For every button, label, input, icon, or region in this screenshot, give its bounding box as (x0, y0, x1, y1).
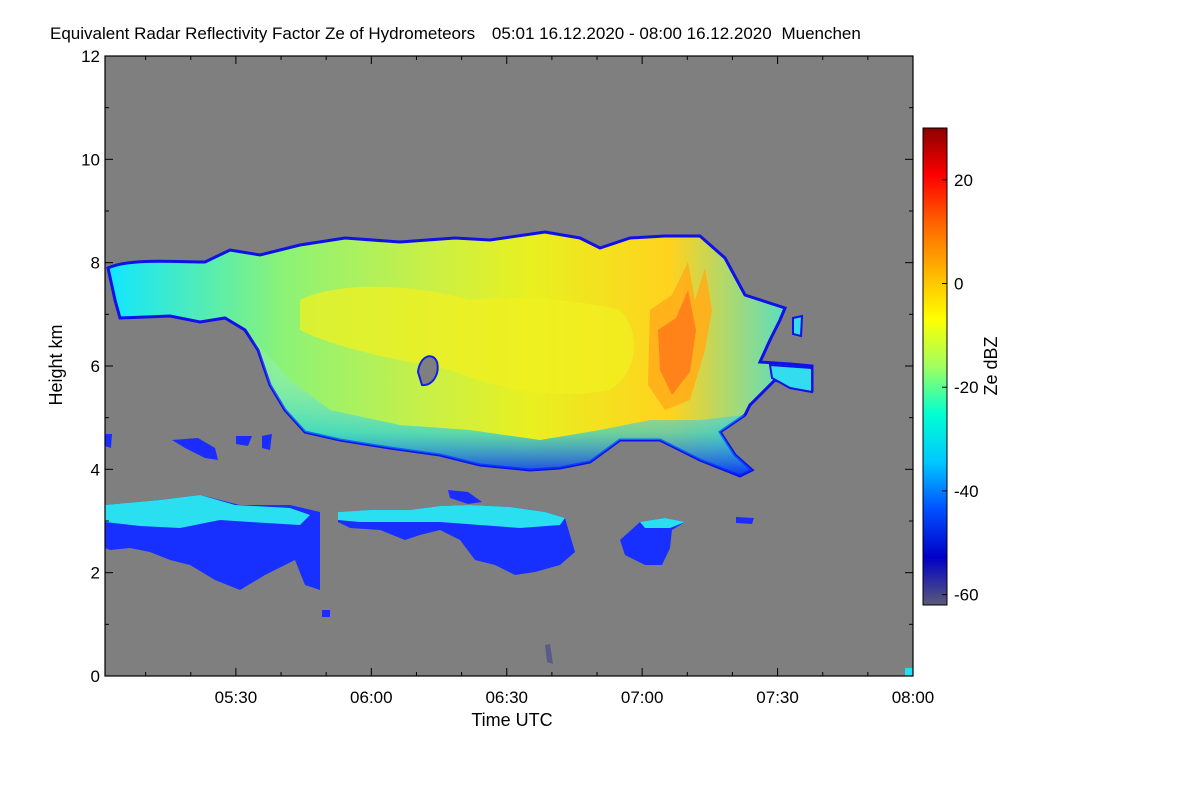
colorbar (922, 127, 948, 606)
y-tick-label: 10 (81, 150, 100, 169)
y-tick-label: 2 (91, 564, 100, 583)
scattered-echo (172, 438, 218, 460)
x-tick-label: 07:30 (756, 688, 799, 707)
colorbar-tick-label: -60 (954, 586, 979, 605)
scattered-echo (322, 610, 330, 617)
low-level-layer-top (338, 505, 565, 528)
y-tick-label: 8 (91, 254, 100, 273)
trailing-fragment (792, 314, 804, 338)
x-axis: 05:30 06:00 06:30 07:00 07:30 08:00 (145, 56, 935, 707)
x-tick-label: 07:00 (621, 688, 664, 707)
x-axis-label: Time UTC (471, 710, 552, 730)
scattered-echo (448, 490, 482, 504)
echo-layer (105, 230, 913, 676)
scattered-echo (736, 517, 754, 524)
y-tick-label: 4 (91, 460, 100, 479)
scattered-echo (236, 436, 252, 446)
trailing-fragment (768, 363, 813, 394)
isolated-low-echo-top (640, 518, 685, 528)
inner-reflectivity (300, 286, 634, 394)
x-tick-label: 06:00 (350, 688, 393, 707)
echo-gap (416, 355, 439, 387)
y-axis: 0 2 4 6 8 10 12 (81, 47, 913, 686)
colorbar-tick-label: -20 (954, 378, 979, 397)
colorbar-label: Ze dBZ (981, 336, 1001, 395)
scattered-echo (262, 434, 272, 450)
scattered-echo (105, 434, 112, 448)
main-cloud-base-shading (245, 330, 752, 476)
y-tick-label: 0 (91, 667, 100, 686)
scattered-echo (905, 668, 913, 676)
convective-core-peak (658, 290, 696, 395)
y-tick-label: 12 (81, 47, 100, 66)
colorbar-tick-label: 0 (954, 275, 963, 294)
x-tick-label: 06:30 (485, 688, 528, 707)
chart-title: Equivalent Radar Reflectivity Factor Ze … (50, 24, 861, 43)
y-tick-label: 6 (91, 357, 100, 376)
scattered-echo (545, 644, 553, 664)
colorbar-tick-label: -40 (954, 482, 979, 501)
y-axis-label: Height km (46, 324, 66, 405)
colorbar-ticks: 20 0 -20 -40 -60 (942, 171, 979, 605)
isolated-low-echo (620, 518, 685, 565)
colorbar-tick-label: 20 (954, 171, 973, 190)
x-tick-label: 05:30 (215, 688, 258, 707)
low-level-layer-top (105, 495, 310, 528)
x-tick-label: 08:00 (892, 688, 935, 707)
